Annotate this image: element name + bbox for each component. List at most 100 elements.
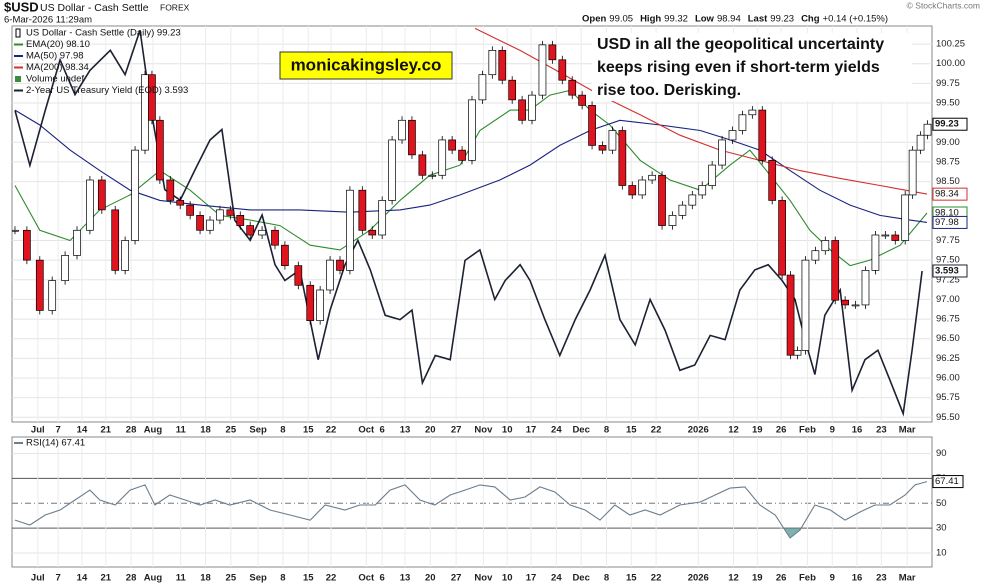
candle — [793, 350, 802, 356]
x-tick-label: 7 — [55, 573, 60, 584]
x-tick-label: 15 — [303, 425, 314, 436]
x-tick-label: Feb — [799, 573, 816, 584]
x-tick-label: 12 — [728, 573, 739, 584]
y-tick-label: 99.00 — [936, 137, 960, 148]
candle — [658, 174, 666, 226]
x-tick-label: Nov — [474, 425, 493, 436]
candle — [678, 204, 687, 216]
candle — [73, 229, 81, 256]
x-tick-label: 21 — [100, 573, 111, 584]
legend-label: Volume undef — [26, 74, 84, 85]
candle — [97, 179, 106, 211]
candle — [316, 289, 325, 321]
candle — [196, 215, 204, 231]
x-tick-label: 26 — [776, 573, 787, 584]
x-tick-label: 13 — [400, 425, 411, 436]
candle — [61, 255, 69, 281]
rsi-plot — [14, 481, 928, 539]
candle — [528, 94, 536, 121]
x-tick-label: Oct — [358, 425, 375, 436]
x-tick-label: 19 — [752, 425, 763, 436]
end-label: 99.23 — [935, 119, 959, 130]
candle — [246, 225, 255, 236]
x-tick-label: 11 — [176, 573, 187, 584]
end-label-box — [932, 475, 964, 489]
end-label: 67.41 — [935, 476, 959, 487]
x-tick-label: Mar — [899, 573, 916, 584]
copyright: © StockCharts.com — [907, 0, 980, 10]
y-tick-label: 97.25 — [936, 274, 960, 285]
rsi-line — [14, 481, 928, 539]
x-tick-label: Dec — [572, 425, 589, 436]
quote-label: Open — [582, 14, 606, 25]
candle — [923, 123, 932, 136]
legend-label: MA(50) 97.98 — [26, 51, 84, 62]
candle — [294, 265, 303, 286]
candle — [748, 109, 757, 116]
badge-box — [279, 51, 453, 80]
x-tick-label: 11 — [176, 425, 187, 436]
candle — [916, 134, 925, 151]
x-tick-label: 8 — [280, 573, 285, 584]
x-tick-label: 27 — [451, 573, 462, 584]
y-tick-label: 90 — [936, 448, 947, 459]
x-tick-label: 8 — [604, 573, 609, 584]
x-tick-label: 20 — [425, 573, 436, 584]
candle — [508, 79, 517, 101]
candle — [148, 74, 156, 121]
candle — [778, 200, 786, 276]
x-tick-label: Sep — [249, 425, 267, 436]
x-tick-label: 24 — [551, 573, 562, 584]
candle — [186, 204, 194, 216]
x-tick-label: 15 — [626, 425, 637, 436]
candle — [801, 259, 810, 351]
candle — [871, 234, 880, 271]
candle — [216, 209, 224, 221]
candle — [35, 259, 44, 311]
price-plot — [12, 27, 932, 417]
x-tick-label: Dec — [572, 573, 589, 584]
candle — [568, 79, 577, 96]
candle — [346, 189, 354, 271]
x-tick-label: 22 — [326, 573, 337, 584]
x-tick-label: 16 — [852, 425, 863, 436]
x-tick-label: Mar — [899, 425, 916, 436]
y-tick-label: 50 — [936, 498, 947, 509]
x-tick-label: 2026 — [688, 573, 709, 584]
candle — [336, 259, 344, 271]
candle — [408, 119, 416, 156]
candle — [156, 119, 164, 181]
candle — [111, 209, 120, 271]
x-tick-label: Jul — [31, 425, 45, 436]
note-line: keeps rising even if short-term yields — [597, 59, 880, 76]
x-tick-label: Feb — [799, 425, 816, 436]
candle — [306, 284, 315, 321]
candle — [811, 250, 820, 261]
candle — [718, 139, 726, 166]
candle — [86, 179, 94, 231]
x-tick-label: 22 — [326, 425, 337, 436]
candle — [458, 149, 466, 161]
x-tick-label: 15 — [626, 573, 637, 584]
candle — [768, 160, 777, 201]
end-label-box — [932, 117, 968, 131]
x-tick-label: 24 — [551, 425, 562, 436]
candle — [558, 59, 567, 81]
quote-value: 99.23 — [770, 14, 794, 25]
candle — [648, 174, 656, 181]
candle — [628, 185, 637, 196]
end-label-box — [932, 215, 968, 229]
candle — [206, 219, 214, 231]
candle — [668, 215, 677, 226]
candle — [891, 234, 900, 241]
x-tick-label: 6 — [380, 425, 385, 436]
series-line — [474, 27, 928, 195]
x-tick-label: 7 — [55, 425, 60, 436]
legend-label: US Dollar - Cash Settle (Daily) 99.23 — [26, 28, 181, 39]
x-tick-label: 28 — [126, 573, 137, 584]
x-tick-label: Nov — [474, 573, 493, 584]
candle — [728, 130, 737, 141]
note-line: rise too. Derisking. — [597, 82, 741, 99]
y-tick-label: 98.50 — [936, 176, 960, 187]
candle — [131, 149, 139, 241]
